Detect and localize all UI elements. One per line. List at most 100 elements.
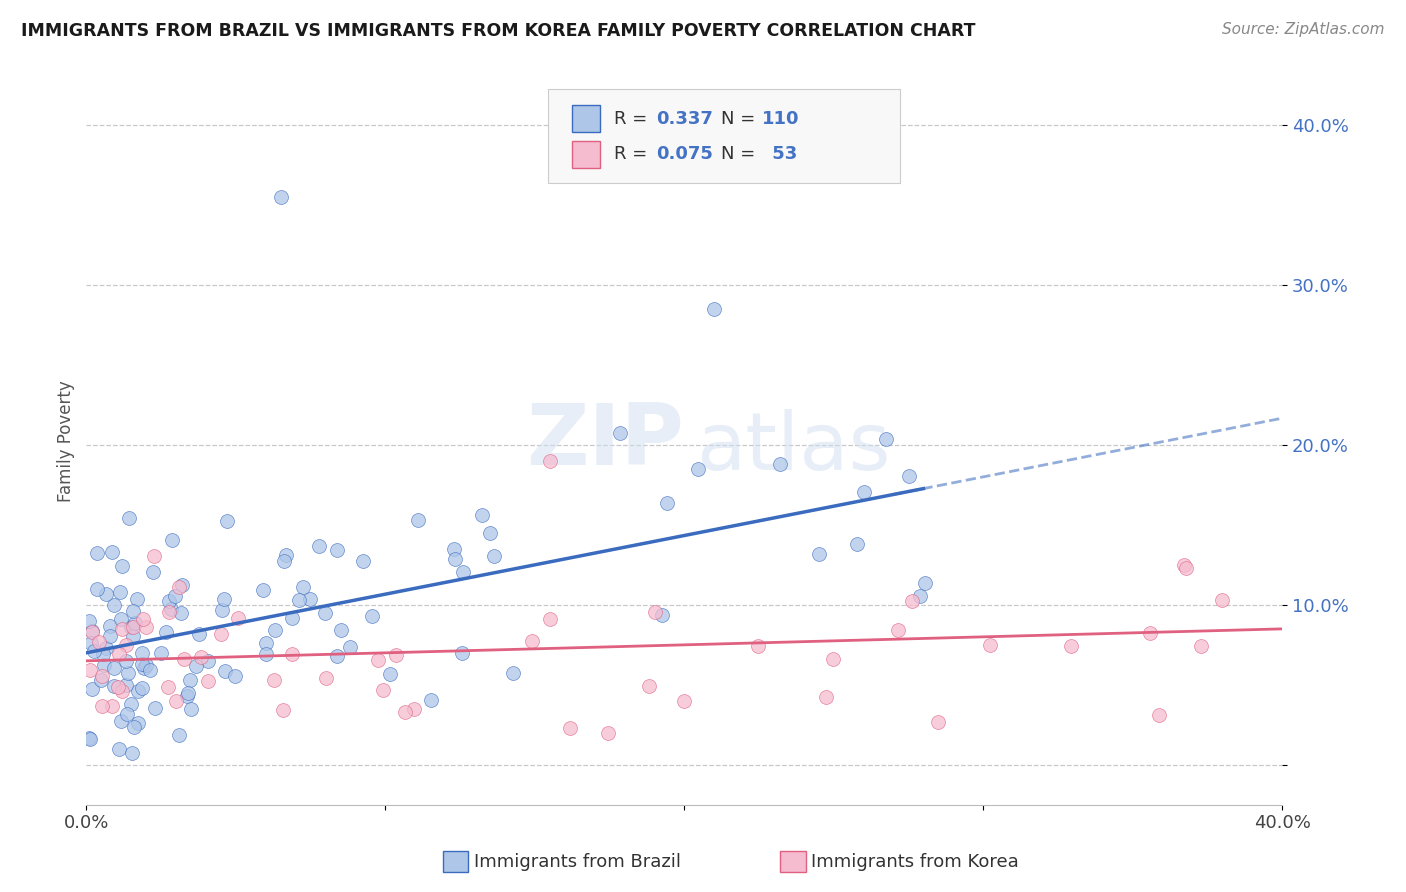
Point — [385, 648, 408, 663]
Point — [108, 742, 131, 756]
Point — [638, 679, 661, 693]
Text: Immigrants from Brazil: Immigrants from Brazil — [474, 853, 681, 871]
Text: N =: N = — [721, 110, 761, 128]
Point — [131, 657, 153, 671]
Point — [122, 629, 145, 643]
Point — [419, 693, 441, 707]
Point — [100, 629, 122, 643]
Point — [1175, 561, 1198, 575]
Point — [93, 647, 115, 661]
Point — [135, 658, 157, 673]
Point — [1060, 639, 1083, 653]
Point — [1211, 593, 1233, 607]
Point — [211, 603, 233, 617]
Point — [444, 552, 467, 566]
Point — [132, 661, 155, 675]
Point — [122, 620, 145, 634]
Point — [190, 650, 212, 665]
Point — [450, 646, 472, 660]
Point — [125, 592, 148, 607]
Text: ZIP: ZIP — [526, 400, 685, 483]
Point — [167, 580, 190, 594]
Point — [188, 627, 211, 641]
Point — [814, 690, 837, 705]
Point — [155, 625, 177, 640]
Point — [86, 546, 108, 560]
Point — [315, 672, 337, 686]
Point — [292, 580, 315, 594]
Point — [672, 693, 695, 707]
Point — [103, 660, 125, 674]
Point — [167, 728, 190, 742]
Point — [79, 732, 101, 747]
Point — [111, 622, 134, 636]
Point — [308, 539, 330, 553]
Point — [703, 302, 725, 317]
Point — [875, 433, 897, 447]
Point — [176, 686, 198, 700]
Point — [115, 678, 138, 692]
Point — [170, 607, 193, 621]
Text: 0.075: 0.075 — [657, 145, 713, 163]
Point — [655, 496, 678, 510]
Point — [124, 616, 146, 631]
Point — [214, 665, 236, 679]
Point — [139, 663, 162, 677]
Point — [108, 647, 131, 661]
Point — [77, 614, 100, 628]
Point — [479, 525, 502, 540]
Point — [150, 646, 173, 660]
Point — [160, 602, 183, 616]
Point — [254, 636, 277, 650]
Point — [270, 190, 292, 204]
Point — [107, 680, 129, 694]
Point — [1147, 707, 1170, 722]
Point — [93, 658, 115, 673]
Point — [80, 625, 103, 640]
Point — [688, 462, 710, 476]
Point — [471, 508, 494, 522]
Point — [1139, 625, 1161, 640]
Point — [352, 554, 374, 568]
Point — [165, 590, 187, 604]
Text: 53: 53 — [766, 145, 797, 163]
Point — [197, 654, 219, 668]
Point — [103, 598, 125, 612]
Point — [326, 543, 349, 558]
Point — [83, 643, 105, 657]
Point — [263, 673, 285, 687]
Point — [103, 680, 125, 694]
Point — [157, 605, 180, 619]
Point — [908, 590, 931, 604]
Point — [520, 634, 543, 648]
Point — [120, 620, 142, 634]
Point — [927, 714, 949, 729]
Point — [121, 746, 143, 760]
Point — [914, 575, 936, 590]
Point — [117, 707, 139, 722]
Point — [451, 566, 474, 580]
Text: R =: R = — [614, 145, 654, 163]
Point — [127, 684, 149, 698]
Point — [538, 454, 561, 468]
Point — [538, 612, 561, 626]
Point — [120, 698, 142, 712]
Text: Source: ZipAtlas.com: Source: ZipAtlas.com — [1222, 22, 1385, 37]
Point — [172, 578, 194, 592]
Point — [484, 549, 506, 563]
Point — [644, 605, 666, 619]
Point — [252, 583, 274, 598]
Point — [281, 647, 304, 661]
Point — [224, 669, 246, 683]
Point — [898, 469, 921, 483]
Point — [254, 647, 277, 661]
Point — [157, 594, 180, 608]
Point — [180, 702, 202, 716]
Point — [314, 607, 336, 621]
Point — [288, 593, 311, 607]
Point — [160, 533, 183, 547]
Text: N =: N = — [721, 145, 761, 163]
Point — [769, 458, 792, 472]
Point — [979, 638, 1001, 652]
Point — [115, 638, 138, 652]
